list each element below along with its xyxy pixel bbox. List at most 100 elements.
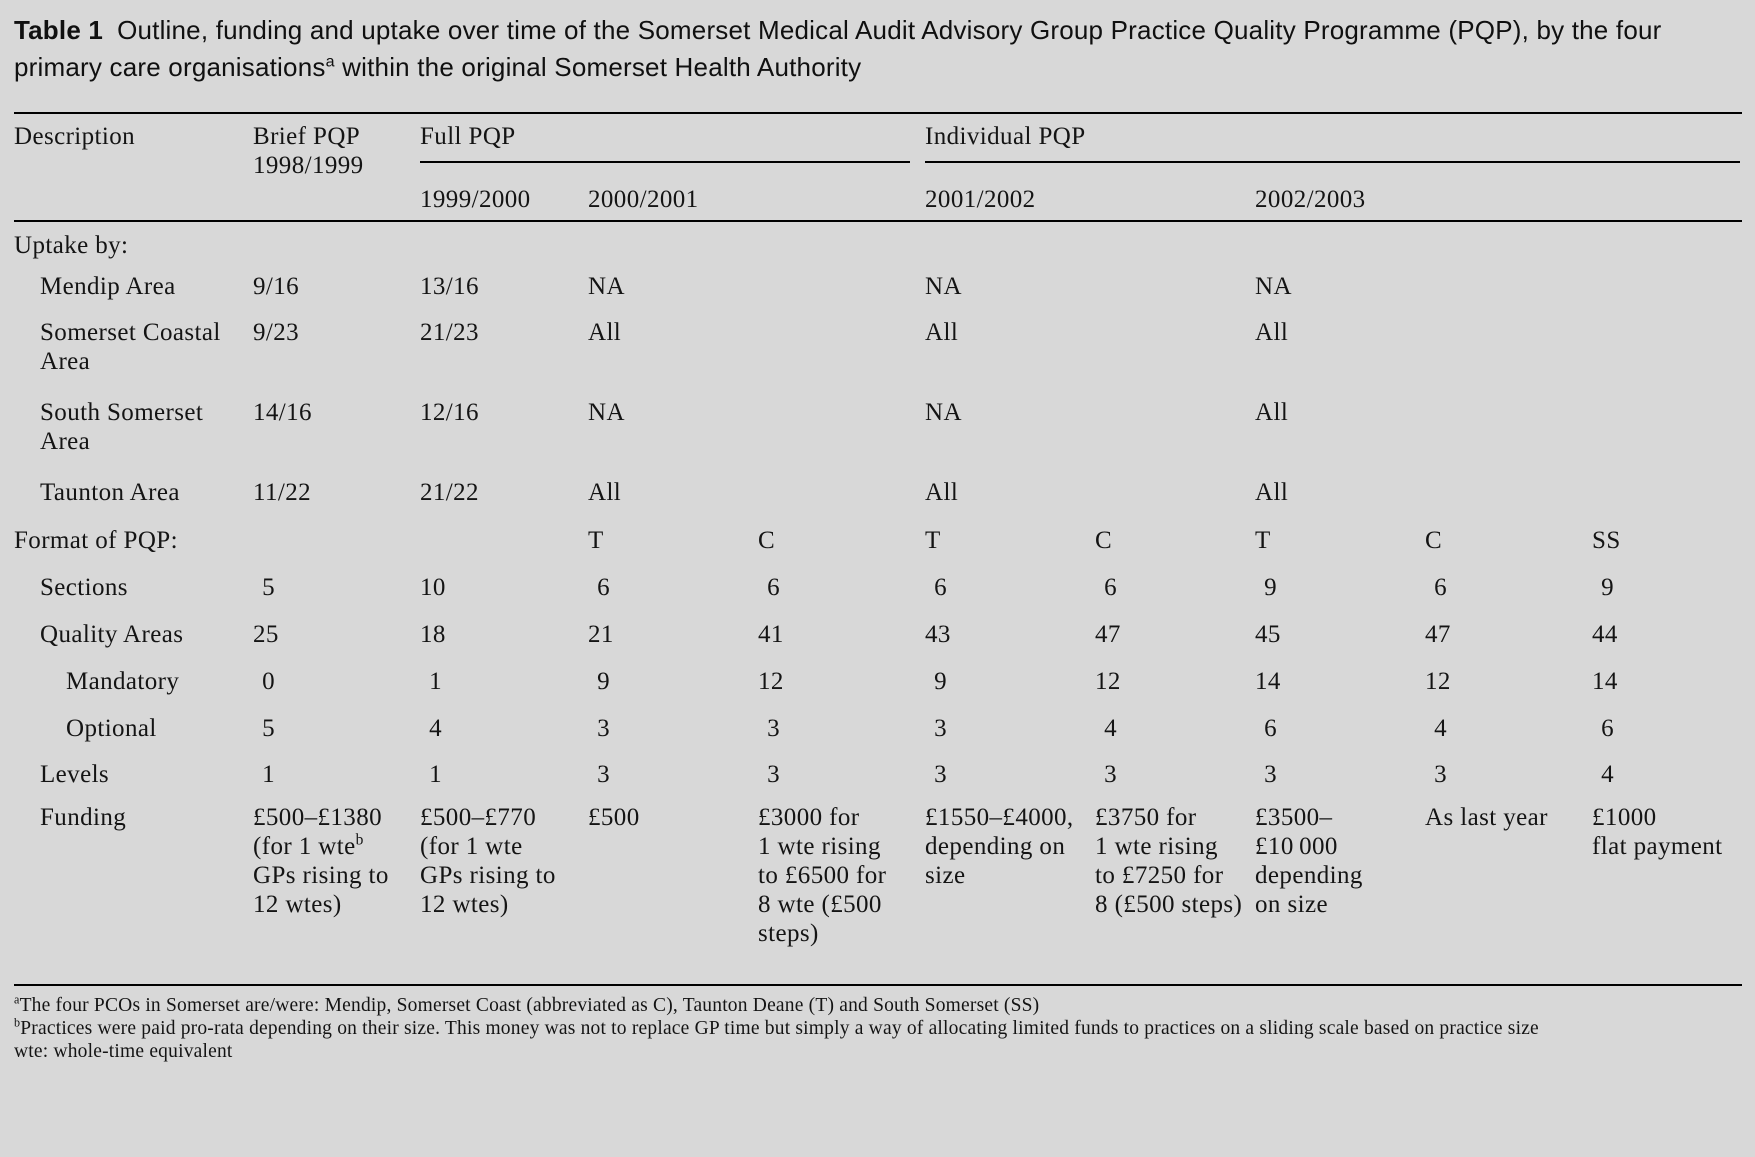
- table-cell: 12: [1425, 651, 1592, 698]
- table-cell: 44: [1592, 604, 1742, 651]
- table-caption-label: Table 1: [14, 15, 104, 45]
- table-cell: £3500– £10 000 depending on size: [1255, 789, 1426, 986]
- funding-brief-line4: 12 wtes): [253, 891, 342, 918]
- table-cell: 4: [420, 698, 588, 745]
- table-cell: £1000 flat payment: [1592, 789, 1743, 986]
- row-label: Funding: [14, 789, 253, 986]
- table-cell: 21/23: [420, 319, 479, 346]
- brief-pqp-label: Brief PQP: [253, 123, 361, 150]
- metric-value: 12: [1425, 668, 1451, 695]
- table-cell: 14: [1592, 651, 1742, 698]
- row-label: Levels: [40, 761, 110, 788]
- table-cell: 3: [588, 698, 758, 745]
- table-cell: 11/22: [253, 479, 312, 506]
- metric-value: 14: [1255, 668, 1281, 695]
- col-header-description: Description: [14, 113, 253, 222]
- table-cell: 41: [758, 604, 925, 651]
- metric-value: 25: [253, 621, 279, 648]
- table-cell: 12: [1095, 651, 1255, 698]
- footnotes-block: aThe four PCOs in Somerset are/were: Men…: [14, 992, 1744, 1063]
- metric-value: 6: [1104, 574, 1118, 601]
- table-cell: All: [588, 319, 622, 346]
- row-label: Mandatory: [66, 668, 180, 695]
- table-cell: 13/16: [420, 273, 479, 300]
- table-cell: £1550–£4000, depending on size: [925, 789, 1096, 986]
- table-cell: 3: [758, 745, 925, 789]
- metric-value: 3: [1264, 761, 1278, 788]
- footnote-a: aThe four PCOs in Somerset are/were: Men…: [14, 992, 1744, 1017]
- metric-value: 9: [1264, 574, 1278, 601]
- col-header-brief-pqp: Brief PQP 1998/1999: [253, 113, 420, 222]
- metric-value: 21: [588, 621, 614, 648]
- table-cell: [253, 512, 420, 557]
- metric-value: 41: [758, 621, 784, 648]
- table-cell: 9: [925, 651, 1095, 698]
- table-cell: 9: [588, 651, 758, 698]
- table-cell: SS: [1592, 527, 1621, 554]
- table-cell: 3: [1255, 745, 1425, 789]
- table-cell: NA: [588, 273, 625, 300]
- table-cell: NA: [1255, 273, 1292, 300]
- table-cell: All: [925, 319, 959, 346]
- table-cell: T: [925, 527, 941, 554]
- footnote-a-marker: a: [14, 992, 20, 1007]
- metric-value: 45: [1255, 621, 1281, 648]
- table-cell: 4: [1425, 698, 1592, 745]
- group-header-individual-pqp-label: Individual PQP: [925, 114, 1741, 163]
- metric-value: 44: [1592, 621, 1618, 648]
- metric-value: 3: [934, 761, 948, 788]
- metric-row-quality-areas: Quality Areas 25 18 21 41 43 47 45 47 44: [14, 604, 1742, 651]
- table-cell: 43: [925, 604, 1095, 651]
- metric-value: 6: [767, 574, 780, 601]
- table-cell: 4: [1095, 698, 1255, 745]
- table-cell: 9: [1592, 557, 1742, 604]
- table-cell: 1: [253, 745, 420, 789]
- col-header-1999-2000: 1999/2000: [420, 163, 588, 222]
- table-cell: 10: [420, 557, 588, 604]
- table-cell: 6: [1095, 557, 1255, 604]
- metric-value: 18: [420, 621, 446, 648]
- table-caption-line2-end: within the original Somerset Health Auth…: [334, 52, 862, 82]
- metric-value: 6: [934, 574, 948, 601]
- metric-value: 3: [597, 761, 610, 788]
- table-cell: 6: [588, 557, 758, 604]
- table-cell: C: [1095, 527, 1113, 554]
- footnote-b-marker: b: [14, 1015, 21, 1030]
- table-cell: 21/22: [420, 479, 479, 506]
- funding-row: Funding £500–£1380 (for 1 wteb GPs risin…: [14, 789, 1743, 986]
- footnote-wte-text: wte: whole-time equivalent: [14, 1041, 233, 1062]
- footnote-b: bPractices were paid pro-rata depending …: [14, 1015, 1744, 1040]
- table-cell: All: [925, 479, 959, 506]
- group-header-full-pqp: Full PQP: [420, 113, 925, 163]
- pqp-table: Description Brief PQP 1998/1999 Full PQP…: [14, 112, 1743, 986]
- metric-value: 5: [262, 715, 275, 742]
- table-caption-line2: primary care organisations: [14, 52, 326, 82]
- uptake-row-mendip: Mendip Area 9/16 13/16 NA NA NA: [14, 260, 1742, 306]
- table-cell: 6: [758, 557, 925, 604]
- table-cell: 21: [588, 604, 758, 651]
- table-cell: 0: [253, 651, 420, 698]
- metric-row-sections: Sections 5 10 6 6 6 6 9 6 9: [14, 557, 1742, 604]
- table-cell: 6: [1592, 698, 1742, 745]
- section-row-format: Format of PQP: T C T C T C SS: [14, 512, 1742, 557]
- table-cell: 14: [1255, 651, 1425, 698]
- row-label: Taunton Area: [40, 479, 180, 506]
- table-caption-footnote-marker: a: [325, 52, 335, 71]
- table-cell: C: [758, 527, 776, 554]
- row-label: Optional: [66, 715, 157, 742]
- table-cell: £500: [588, 789, 758, 986]
- metric-value: 6: [1264, 715, 1278, 742]
- table-cell: 47: [1095, 604, 1255, 651]
- table-cell: 9/16: [253, 273, 300, 300]
- table-cell: T: [1255, 527, 1271, 554]
- metric-value: 6: [597, 574, 610, 601]
- table-cell: All: [1255, 479, 1289, 506]
- group-header-individual-pqp: Individual PQP: [925, 113, 1742, 163]
- table-cell: 3: [588, 745, 758, 789]
- footnote-b-text: Practices were paid pro-rata depending o…: [20, 1018, 1539, 1039]
- table-cell: 9: [1255, 557, 1425, 604]
- metric-value: 47: [1095, 621, 1121, 648]
- metric-row-mandatory: Mandatory 0 1 9 12 9 12 14 12 14: [14, 651, 1742, 698]
- table-cell: NA: [925, 273, 962, 300]
